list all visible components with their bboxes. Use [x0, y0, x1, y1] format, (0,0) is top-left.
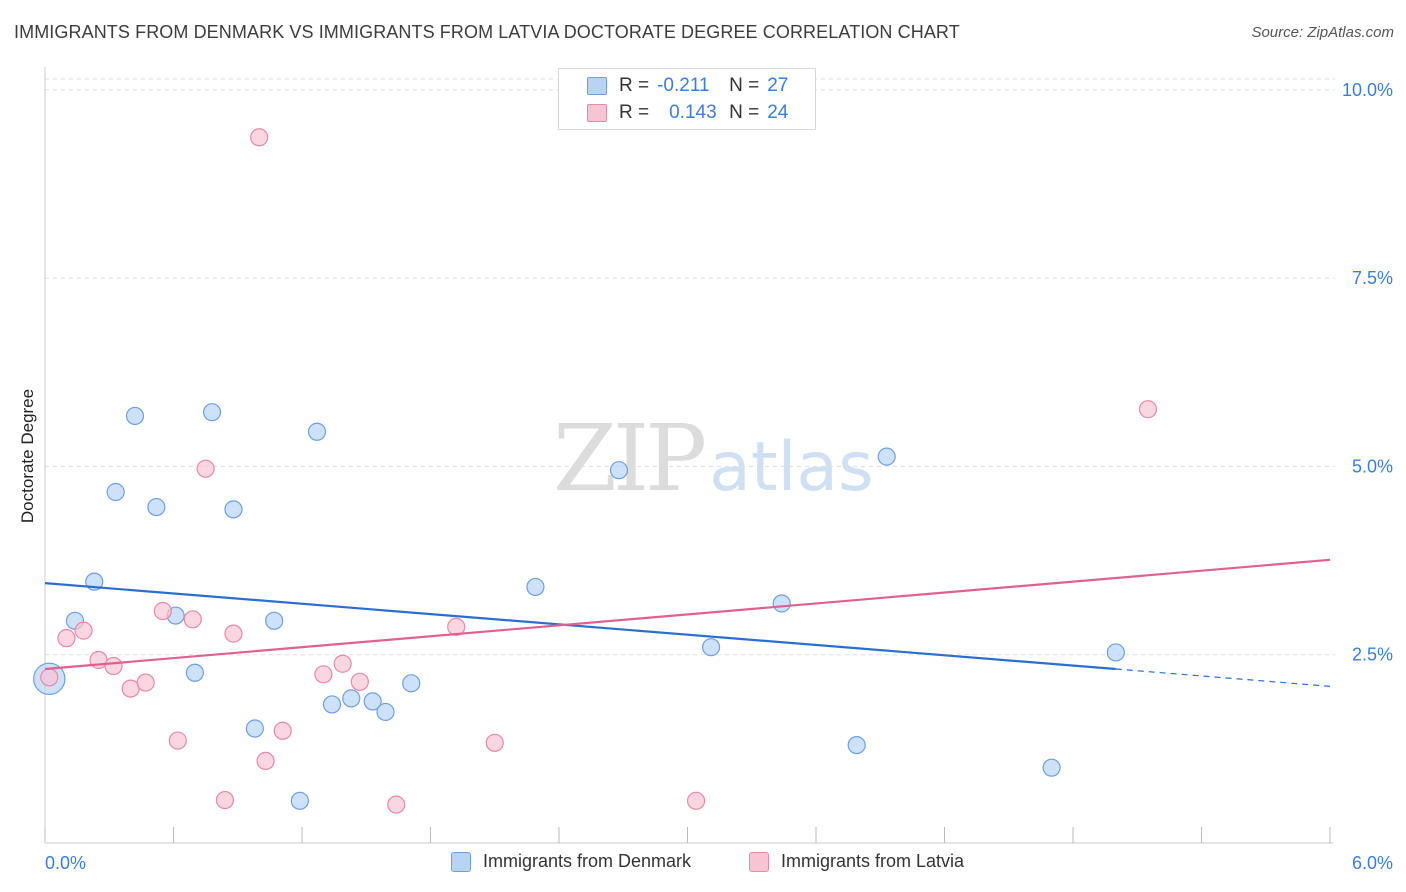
chart-title: IMMIGRANTS FROM DENMARK VS IMMIGRANTS FR… — [14, 22, 960, 42]
latvia-point — [1138, 400, 1158, 419]
latvia-point — [136, 673, 155, 692]
n-label: N = — [729, 102, 760, 123]
legend-item-denmark[interactable]: Immigrants from Denmark — [451, 851, 691, 872]
latvia-point — [224, 624, 243, 643]
watermark: ZIPatlas — [553, 405, 874, 512]
denmark-point — [147, 497, 166, 517]
denmark-point — [245, 719, 264, 738]
latvia-point — [74, 621, 93, 640]
r-value-denmark: -0.211 — [657, 75, 710, 96]
denmark-point — [224, 500, 243, 519]
denmark-point — [1106, 643, 1125, 662]
legend-label-latvia: Immigrants from Latvia — [781, 851, 965, 871]
denmark-point — [402, 674, 421, 693]
latvia-point — [250, 128, 269, 147]
denmark-trend-line — [44, 582, 1116, 671]
denmark-point — [265, 611, 284, 630]
correlation-legend: R = -0.211 N = 27 R = 0.143 N = 24 — [558, 68, 816, 130]
latvia-point — [153, 601, 172, 621]
watermark-atlas: atlas — [709, 428, 874, 507]
n-value-denmark: 27 — [767, 75, 789, 96]
source-label: Source: ZipAtlas.com — [1251, 24, 1394, 41]
denmark-trend-extension — [1115, 668, 1331, 687]
x-tick-label: 0.0% — [45, 853, 86, 873]
y-tick-label: 7.5% — [1352, 268, 1393, 288]
denmark-point — [1042, 758, 1061, 777]
latvia-point — [168, 731, 187, 750]
denmark-point — [342, 689, 361, 708]
denmark-point — [376, 702, 395, 722]
denmark-point — [701, 638, 721, 657]
latvia-legend-swatch — [749, 851, 769, 872]
denmark-point — [307, 422, 327, 441]
denmark-swatch — [587, 77, 607, 95]
latvia-point — [314, 665, 333, 684]
latvia-point — [104, 656, 123, 676]
latvia-trend-line — [44, 558, 1331, 671]
latvia-point — [273, 721, 292, 740]
denmark-point — [363, 692, 382, 711]
latvia-swatch — [587, 104, 607, 122]
r-value-latvia: 0.143 — [669, 102, 717, 123]
denmark-point — [106, 482, 125, 502]
y-tick-label: 10.0% — [1342, 80, 1393, 100]
latvia-point — [57, 629, 76, 648]
denmark-point — [847, 735, 866, 755]
latvia-point — [183, 610, 202, 629]
denmark-point — [290, 791, 309, 810]
latvia-point — [387, 795, 406, 814]
denmark-point — [609, 461, 629, 480]
denmark-point — [185, 663, 205, 682]
latvia-point — [40, 668, 59, 687]
denmark-point — [202, 403, 222, 422]
latvia-point — [256, 751, 275, 771]
denmark-point — [526, 577, 545, 597]
watermark-zip: ZIP — [553, 405, 707, 512]
legend-row-latvia: R = 0.143 N = 24 — [559, 100, 788, 126]
r-label: R = — [619, 102, 650, 123]
denmark-point — [125, 406, 145, 426]
denmark-legend-swatch — [451, 851, 471, 872]
y-tick-label: 5.0% — [1352, 456, 1393, 476]
latvia-point — [485, 733, 504, 752]
denmark-point — [772, 594, 791, 613]
r-label: R = — [619, 75, 650, 96]
latvia-point — [196, 459, 215, 478]
denmark-point — [322, 695, 342, 714]
x-tick-label: 6.0% — [1352, 853, 1393, 873]
denmark-point — [877, 447, 896, 466]
y-tick-label: 2.5% — [1352, 645, 1393, 665]
latvia-point — [447, 617, 466, 636]
n-label: N = — [729, 75, 760, 96]
legend-row-denmark: R = -0.211 N = 27 — [559, 73, 788, 99]
legend-item-latvia[interactable]: Immigrants from Latvia — [749, 851, 964, 872]
n-value-latvia: 24 — [767, 102, 789, 123]
series-legend: Immigrants from Denmark Immigrants from … — [0, 851, 1406, 877]
legend-label-denmark: Immigrants from Denmark — [483, 851, 692, 871]
latvia-point — [350, 672, 369, 691]
latvia-point — [333, 654, 352, 673]
latvia-point — [215, 790, 234, 810]
latvia-point — [686, 791, 706, 810]
